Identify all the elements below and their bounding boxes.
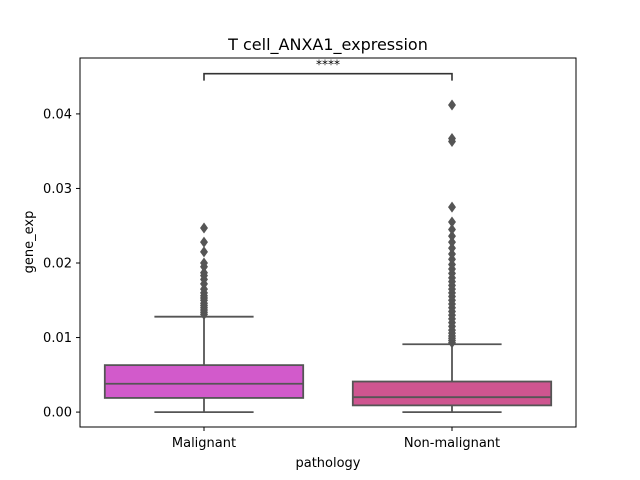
x-axis-title: pathology — [295, 456, 360, 471]
significance-bracket — [203, 72, 453, 81]
y-tick-label: 0.03 — [43, 182, 72, 197]
y-axis-title: gene_exp — [22, 211, 37, 274]
outlier-point — [200, 222, 208, 234]
outlier-point — [448, 242, 456, 254]
outlier-point — [448, 248, 456, 260]
x-tick-label: Non-malignant — [404, 436, 500, 451]
y-tick-label: 0.01 — [43, 331, 72, 346]
x-tick-label: Malignant — [172, 436, 236, 451]
outlier-point — [448, 132, 456, 145]
outlier-point — [448, 236, 456, 248]
box-non-malignant — [351, 380, 553, 407]
box-malignant — [103, 364, 305, 399]
outlier-point — [200, 257, 208, 269]
outlier-point — [448, 223, 456, 235]
y-tick-label: 0.00 — [43, 406, 72, 421]
outlier-point — [448, 201, 456, 213]
outlier-point — [448, 230, 456, 242]
y-tick-label: 0.04 — [43, 107, 72, 122]
outlier-point — [200, 246, 208, 258]
outlier-point — [448, 216, 456, 228]
y-tick-label: 0.02 — [43, 257, 72, 272]
plot-area: **** 0.00 0.01 0.02 0.03 0.04 Malignant Non-mal… — [43, 57, 577, 451]
outlier-point — [200, 236, 208, 248]
plot-frame — [79, 57, 577, 428]
outlier-point — [448, 99, 456, 111]
significance-label: **** — [316, 58, 340, 72]
outlier-point — [200, 267, 208, 279]
chart-title: T cell_ANXA1_expression — [227, 35, 428, 55]
